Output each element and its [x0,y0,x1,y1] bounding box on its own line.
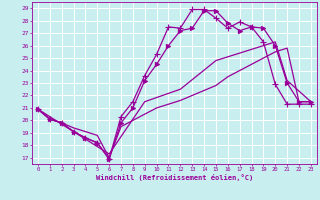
X-axis label: Windchill (Refroidissement éolien,°C): Windchill (Refroidissement éolien,°C) [96,174,253,181]
